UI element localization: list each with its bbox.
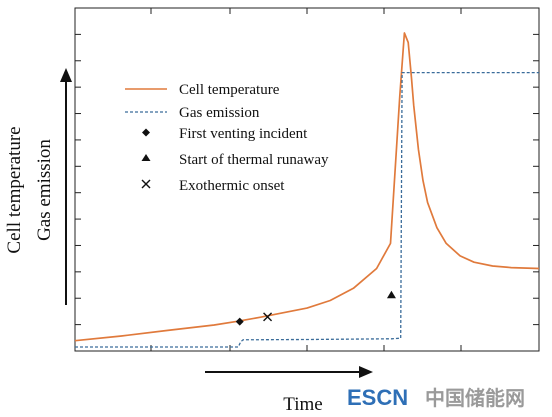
marker-exothermic-onset — [263, 312, 273, 322]
y-axis-label-group: Cell temperature Gas emission — [4, 68, 72, 305]
legend-label-venting: First venting incident — [179, 126, 308, 142]
y-axis-label-line2: Gas emission — [34, 139, 55, 241]
axis-ticks — [74, 7, 540, 352]
legend-label-runaway: Start of thermal runaway — [179, 152, 329, 168]
legend-triangle-icon — [141, 154, 151, 161]
marker-layer — [235, 290, 396, 326]
legend-cross-icon — [141, 179, 151, 189]
legend-label-temperature: Cell temperature — [179, 82, 280, 98]
watermark: ESCN 中国储能网 — [347, 385, 525, 410]
y-axis-arrowhead-icon — [60, 68, 72, 82]
series-line-gas-emission — [75, 71, 539, 348]
legend-label-exothermic: Exothermic onset — [179, 178, 285, 194]
watermark-logo-latin: ESCN — [347, 385, 408, 410]
series-layer — [74, 32, 540, 348]
x-axis-label: Time — [283, 394, 322, 415]
legend-diamond-icon — [142, 128, 150, 137]
marker-first-venting — [235, 317, 244, 326]
legend-label-gas: Gas emission — [179, 105, 260, 121]
watermark-logo-chinese: 中国储能网 — [425, 386, 525, 410]
marker-thermal-runaway — [386, 290, 396, 299]
y-axis-label-line1: Cell temperature — [4, 126, 25, 253]
plot-frame — [74, 7, 540, 352]
x-axis-label-group: Time — [205, 366, 373, 415]
series-line-cell-temperature — [74, 32, 540, 342]
legend: Cell temperature Gas emission First vent… — [125, 82, 329, 194]
x-axis-arrowhead-icon — [359, 366, 373, 378]
